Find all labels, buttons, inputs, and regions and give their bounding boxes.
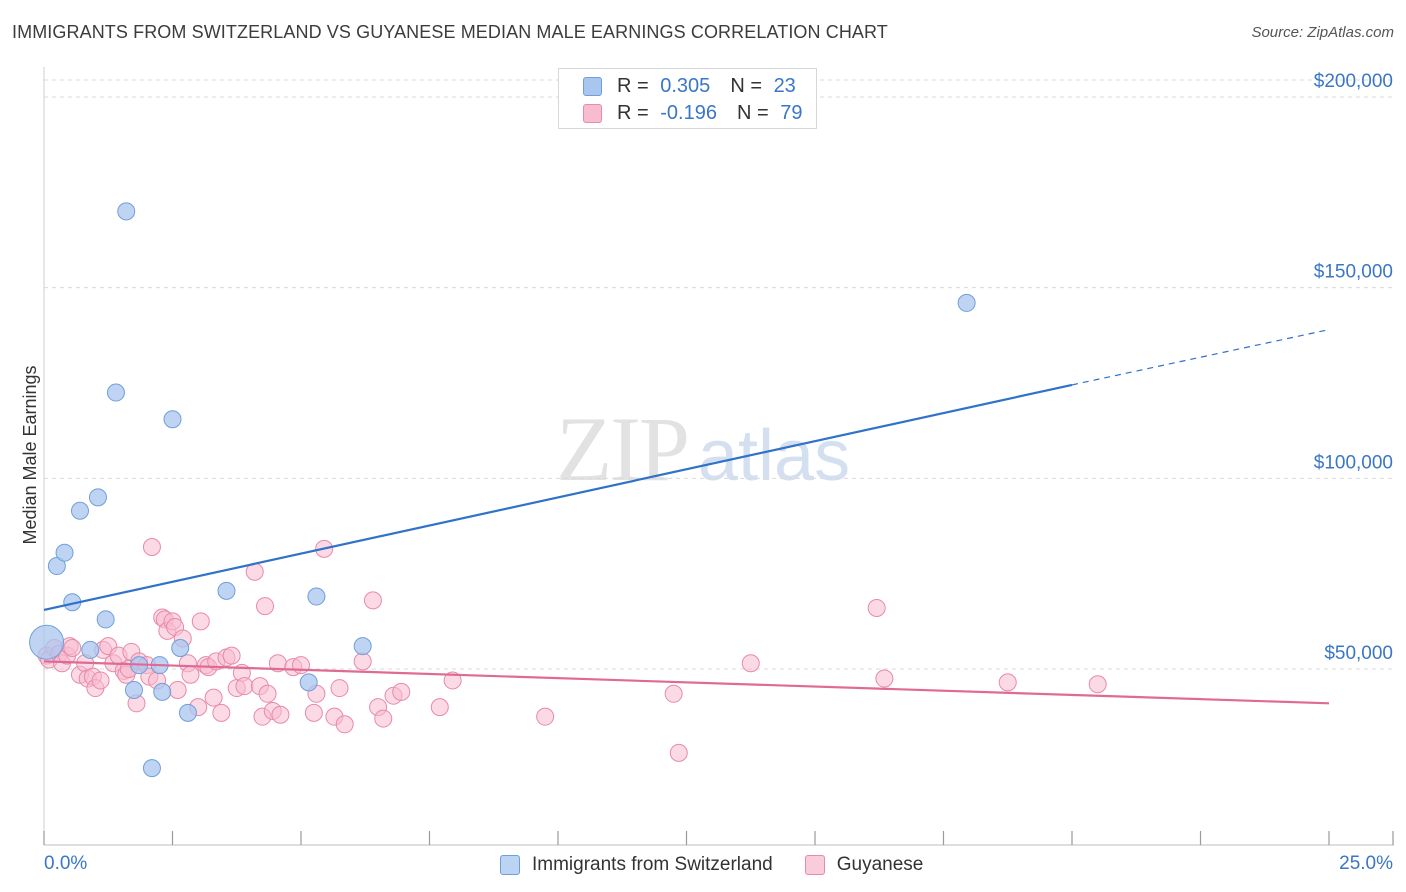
point-guyanese <box>330 679 349 698</box>
x-tick-label-min: 0.0% <box>44 853 87 874</box>
point-guyanese <box>168 680 187 699</box>
point-guyanese <box>191 612 210 631</box>
point-guyanese <box>304 703 323 722</box>
point-guyanese <box>63 639 82 658</box>
legend-r-value: 0.305 <box>660 74 711 97</box>
point-guyanese <box>271 705 290 724</box>
point-switzerland <box>153 682 172 701</box>
point-switzerland <box>96 610 115 629</box>
trendline-switzerland <box>43 383 1073 611</box>
point-guyanese <box>669 743 688 762</box>
point-guyanese <box>998 673 1017 692</box>
point-guyanese <box>374 709 393 728</box>
point-guyanese <box>1088 675 1107 694</box>
legend-r-label: R = <box>617 101 649 124</box>
point-guyanese <box>235 677 254 696</box>
point-guyanese <box>204 688 223 707</box>
source-label: Source: ZipAtlas.com <box>1251 24 1394 41</box>
point-switzerland <box>142 759 161 778</box>
point-guyanese <box>292 656 310 675</box>
legend-swatch-guyanese <box>583 103 602 123</box>
point-switzerland <box>106 383 125 402</box>
point-switzerland <box>217 581 236 600</box>
legend-label-switzerland: Immigrants from Switzerland <box>532 854 773 875</box>
y-tick-label: $50,000 <box>1324 643 1393 664</box>
point-switzerland <box>353 637 372 656</box>
legend-n-value: 79 <box>780 101 803 124</box>
point-switzerland <box>47 557 66 576</box>
point-guyanese <box>430 698 449 717</box>
point-switzerland <box>70 501 89 520</box>
watermark-atlas: atlas <box>698 416 851 496</box>
trendline-switzerland-extension <box>1071 329 1330 386</box>
point-guyanese <box>867 598 886 617</box>
point-guyanese <box>443 671 462 690</box>
point-guyanese <box>222 646 241 665</box>
legend-r-value: -0.196 <box>660 101 717 124</box>
point-guyanese <box>142 537 161 556</box>
y-tick-label: $100,000 <box>1314 452 1393 473</box>
point-guyanese <box>91 671 110 690</box>
legend-n-value: 23 <box>773 74 796 97</box>
point-guyanese <box>363 591 382 610</box>
point-switzerland <box>307 587 326 606</box>
legend-item-guyanese[interactable]: Guyanese <box>804 854 924 876</box>
point-switzerland <box>124 680 143 699</box>
legend-item-switzerland[interactable]: Immigrants from Switzerland <box>500 854 773 876</box>
point-guyanese <box>741 654 760 673</box>
legend-swatch-switzerland <box>583 76 602 96</box>
point-switzerland <box>163 410 182 429</box>
legend-r-label: R = <box>617 74 649 97</box>
legend-n-label: N = <box>736 101 769 124</box>
point-guyanese <box>181 665 200 684</box>
series-legend: Immigrants from Switzerland Guyanese <box>500 852 955 878</box>
legend-swatch-switzerland <box>500 855 520 875</box>
point-switzerland <box>88 488 107 507</box>
point-guyanese <box>335 715 354 734</box>
point-switzerland <box>171 639 190 658</box>
point-guyanese <box>536 707 555 726</box>
trendline-guyanese <box>43 660 1330 705</box>
point-guyanese <box>212 703 231 722</box>
point-switzerland <box>178 703 197 722</box>
point-guyanese <box>664 684 683 703</box>
y-tick-label: $150,000 <box>1314 262 1393 283</box>
chart-title: IMMIGRANTS FROM SWITZERLAND VS GUYANESE … <box>12 22 888 42</box>
point-guyanese <box>353 652 372 671</box>
y-tick-label: $200,000 <box>1314 71 1393 92</box>
y-axis-title: Median Male Earnings <box>20 365 40 544</box>
point-switzerland <box>81 640 100 659</box>
correlation-legend: R = 0.305 N = 23 R = -0.196 N = 79 <box>558 68 817 129</box>
legend-label-guyanese: Guyanese <box>836 854 924 875</box>
point-guyanese <box>258 684 277 703</box>
point-switzerland <box>957 293 976 312</box>
point-guyanese <box>392 682 411 701</box>
point-switzerland <box>55 543 74 562</box>
point-guyanese <box>256 597 275 616</box>
point-switzerland <box>29 624 65 660</box>
point-switzerland <box>117 202 136 221</box>
legend-n-label: N = <box>730 74 762 97</box>
legend-swatch-guyanese <box>804 855 825 875</box>
point-switzerland <box>299 673 318 692</box>
point-guyanese <box>875 669 894 688</box>
x-tick-label-max: 25.0% <box>1339 853 1393 874</box>
